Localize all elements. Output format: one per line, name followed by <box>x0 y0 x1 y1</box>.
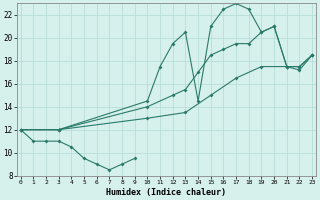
X-axis label: Humidex (Indice chaleur): Humidex (Indice chaleur) <box>107 188 227 197</box>
